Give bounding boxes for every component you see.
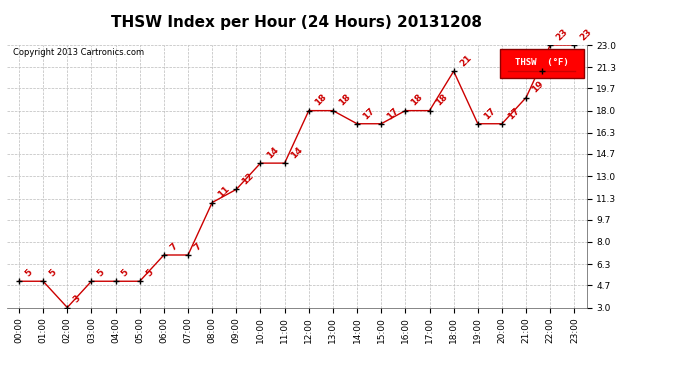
Text: THSW  (°F): THSW (°F) [515, 58, 569, 67]
Text: 5: 5 [144, 268, 155, 279]
Text: 17: 17 [386, 106, 401, 121]
Text: 18: 18 [313, 93, 328, 108]
Text: 17: 17 [362, 106, 377, 121]
Text: 23: 23 [579, 27, 594, 42]
FancyBboxPatch shape [500, 49, 584, 78]
Text: 17: 17 [506, 106, 522, 121]
Text: 19: 19 [531, 80, 546, 95]
Text: 5: 5 [48, 268, 58, 279]
Text: 11: 11 [217, 184, 232, 200]
Text: 5: 5 [120, 268, 130, 279]
Text: 23: 23 [555, 27, 570, 42]
Text: 21: 21 [458, 53, 473, 69]
Text: 14: 14 [289, 145, 304, 160]
Text: THSW Index per Hour (24 Hours) 20131208: THSW Index per Hour (24 Hours) 20131208 [111, 15, 482, 30]
Text: 18: 18 [337, 93, 353, 108]
Text: 7: 7 [193, 242, 203, 252]
Text: 14: 14 [265, 145, 280, 160]
Text: 12: 12 [241, 171, 256, 187]
Text: 17: 17 [482, 106, 497, 121]
Text: 3: 3 [72, 294, 82, 305]
Text: 7: 7 [168, 242, 179, 252]
Text: 18: 18 [434, 93, 449, 108]
Text: Copyright 2013 Cartronics.com: Copyright 2013 Cartronics.com [12, 48, 144, 57]
Text: 18: 18 [410, 93, 425, 108]
Text: 5: 5 [23, 268, 34, 279]
Text: 5: 5 [96, 268, 106, 279]
